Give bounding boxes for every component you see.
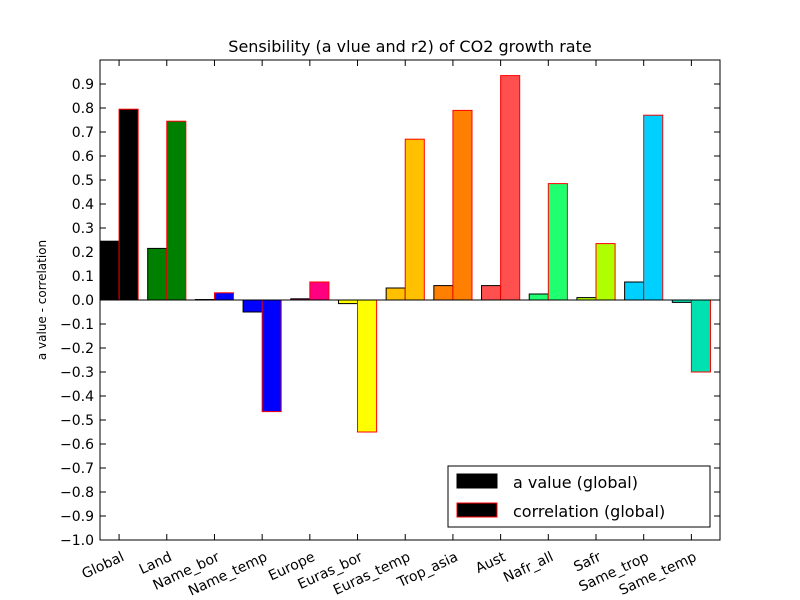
bar-correlation-euras-temp <box>404 138 425 301</box>
y-tick-label: 0.1 <box>72 269 94 285</box>
bar-correlation-aust <box>500 75 521 301</box>
bar-a-value-global <box>99 240 120 301</box>
y-tick-label: −0.6 <box>60 437 94 453</box>
y-tick-label: 0.8 <box>72 101 94 117</box>
y-tick-label: −1.0 <box>60 533 94 549</box>
bar-a-value-same-trop <box>624 281 645 301</box>
chart-title: Sensibility (a vlue and r2) of CO2 growt… <box>228 37 591 56</box>
y-tick-label: 0.9 <box>72 77 94 93</box>
bar-correlation-same-temp <box>690 299 711 373</box>
y-tick-label: −0.5 <box>60 413 94 429</box>
bar-correlation-land <box>166 120 187 301</box>
y-tick-label: −0.8 <box>60 485 94 501</box>
legend-swatch-correlation <box>456 502 498 518</box>
y-tick-label: 0.4 <box>72 197 94 213</box>
y-tick-label: 0.5 <box>72 173 94 189</box>
bar-a-value-name-temp <box>242 299 263 313</box>
legend-swatch-a-value <box>456 473 498 489</box>
y-tick-label: 0.6 <box>72 149 94 165</box>
bar-a-value-aust <box>481 285 502 301</box>
bar-correlation-euras-bor <box>357 299 378 433</box>
y-tick-label: −0.9 <box>60 509 94 525</box>
y-axis-label: a value - correlation <box>35 240 49 360</box>
y-tick-label: −0.1 <box>60 317 94 333</box>
y-tick-label: −0.2 <box>60 341 94 357</box>
bar-correlation-trop-asia <box>452 109 473 301</box>
y-tick-label: −0.3 <box>60 365 94 381</box>
bar-correlation-safr <box>595 243 616 301</box>
bar-correlation-name-bor <box>213 292 235 301</box>
bar-a-value-euras-temp <box>385 287 406 301</box>
bar-correlation-name-temp <box>261 299 282 413</box>
x-tick-label: Nafr_all <box>501 549 556 586</box>
y-tick-label: −0.7 <box>60 461 94 477</box>
legend: a value (global) correlation (global) <box>447 465 711 528</box>
bar-correlation-europe <box>309 281 330 301</box>
legend-label-correlation: correlation (global) <box>513 502 665 521</box>
y-tick-label: 0.2 <box>72 245 94 261</box>
bar-correlation-global <box>118 108 139 301</box>
x-tick-label: Global <box>80 549 127 582</box>
legend-label-a-value: a value (global) <box>513 473 638 492</box>
y-tick-label: 0.7 <box>72 125 94 141</box>
y-tick-label: 0.3 <box>72 221 94 237</box>
bar-a-value-land <box>147 247 168 301</box>
bar-a-value-trop-asia <box>433 285 454 301</box>
bar-a-value-nafr-all <box>528 293 549 301</box>
bar-a-value-euras-bor <box>337 299 359 305</box>
bars-layer <box>99 75 711 433</box>
y-tick-label: 0.0 <box>72 293 94 309</box>
bar-correlation-nafr-all <box>547 183 568 301</box>
y-tick-label: −0.4 <box>60 389 94 405</box>
bar-correlation-same-trop <box>643 114 664 301</box>
